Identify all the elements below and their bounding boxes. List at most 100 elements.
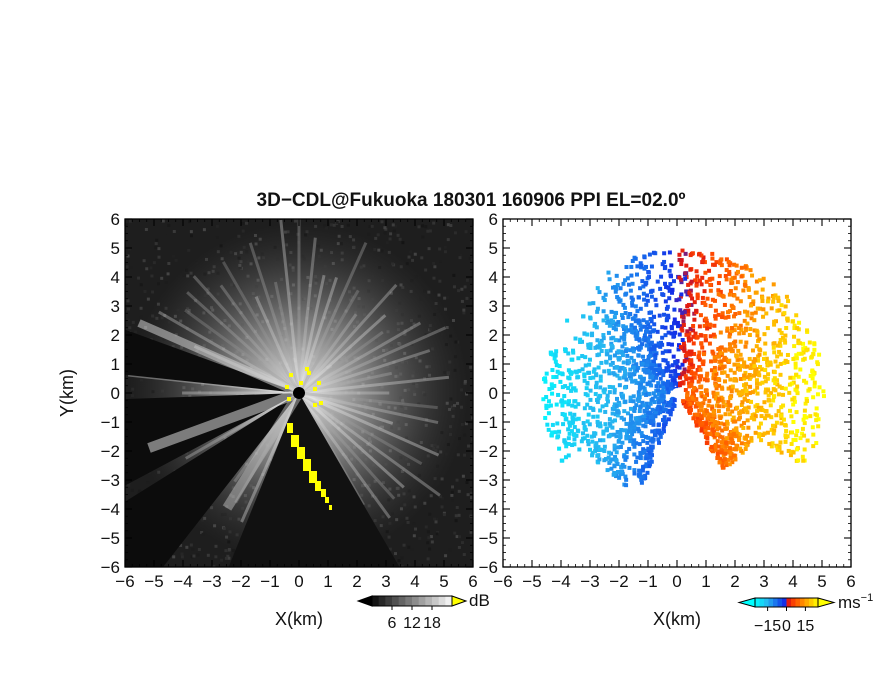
noise-speckle xyxy=(384,227,388,231)
velocity-pixel xyxy=(731,314,736,319)
velocity-pixel xyxy=(555,435,560,440)
velocity-pixel xyxy=(721,399,726,404)
velocity-pixel xyxy=(627,446,632,451)
noise-speckle xyxy=(450,490,454,494)
velocity-pixel xyxy=(782,338,787,343)
velocity-pixel xyxy=(800,426,805,431)
velocity-pixel xyxy=(622,464,627,469)
velocity-pixel xyxy=(716,281,721,286)
velocity-pixel xyxy=(662,266,667,271)
velocity-pixel xyxy=(635,419,640,424)
velocity-pixel xyxy=(616,400,621,405)
velocity-pixel xyxy=(617,368,622,373)
noise-speckle xyxy=(215,236,219,240)
noise-speckle xyxy=(125,265,129,269)
velocity-pixel xyxy=(737,437,742,442)
velocity-pixel xyxy=(689,302,694,307)
colorbar-tick-label: 18 xyxy=(423,615,441,632)
velocity-pixel xyxy=(792,344,797,349)
velocity-pixel xyxy=(667,268,672,273)
velocity-pixel xyxy=(737,325,742,330)
velocity-pixel xyxy=(554,374,559,379)
velocity-pixel xyxy=(678,308,683,313)
velocity-pixel xyxy=(717,274,722,279)
noise-speckle xyxy=(179,543,183,547)
velocity-pixel xyxy=(710,297,715,302)
velocity-pixel xyxy=(566,368,571,373)
velocity-pixel xyxy=(595,306,600,311)
noise-speckle xyxy=(398,237,402,241)
velocity-pixel xyxy=(706,426,711,431)
velocity-pixel xyxy=(683,276,688,281)
noise-speckle xyxy=(426,557,430,561)
velocity-pixel xyxy=(792,326,797,331)
y-tick-label: 1 xyxy=(111,355,120,374)
velocity-pixel xyxy=(732,293,737,298)
noise-speckle xyxy=(157,247,161,251)
velocity-pixel xyxy=(812,341,817,346)
velocity-pixel xyxy=(567,420,572,425)
velocity-pixel xyxy=(666,313,671,318)
velocity-pixel xyxy=(703,338,708,343)
velocity-pixel xyxy=(677,257,682,262)
x-tick-label: −3 xyxy=(202,572,221,591)
velocity-pixel xyxy=(632,408,637,413)
noise-speckle xyxy=(189,234,193,238)
velocity-pixel xyxy=(754,279,759,284)
velocity-pixel xyxy=(726,457,731,462)
overflow-pixel xyxy=(287,423,293,433)
velocity-pixel xyxy=(727,292,732,297)
velocity-pixel xyxy=(697,419,702,424)
velocity-pixel xyxy=(595,338,600,343)
velocity-pixel xyxy=(724,440,729,445)
velocity-pixel xyxy=(719,345,724,350)
velocity-pixel xyxy=(655,329,660,334)
velocity-pixel xyxy=(553,359,558,364)
velocity-pixel xyxy=(747,295,752,300)
velocity-pixel xyxy=(778,372,783,377)
velocity-pixel xyxy=(590,439,595,444)
velocity-pixel xyxy=(636,353,641,358)
noise-speckle xyxy=(468,256,472,260)
noise-speckle xyxy=(139,283,143,287)
noise-speckle xyxy=(465,480,469,484)
velocity-pixel xyxy=(811,395,816,400)
velocity-pixel xyxy=(713,383,718,388)
velocity-pixel xyxy=(732,378,737,383)
velocity-pixel xyxy=(607,421,612,426)
velocity-pixel xyxy=(628,427,633,432)
velocity-pixel xyxy=(567,423,572,428)
velocity-pixel xyxy=(641,318,646,323)
velocity-pixel xyxy=(729,431,734,436)
velocity-pixel xyxy=(687,291,692,296)
velocity-pixel xyxy=(704,441,709,446)
colorbar-cell xyxy=(795,598,801,607)
y-tick-label: 0 xyxy=(489,384,498,403)
velocity-pixel xyxy=(664,368,669,373)
velocity-pixel xyxy=(725,407,730,412)
velocity-pixel xyxy=(722,302,727,307)
velocity-pixel xyxy=(613,338,618,343)
velocity-pixel xyxy=(720,428,725,433)
velocity-pixel xyxy=(670,397,675,402)
velocity-pixel xyxy=(716,352,721,357)
velocity-pixel xyxy=(656,392,661,397)
velocity-pixel xyxy=(815,392,820,397)
velocity-pixel xyxy=(691,328,696,333)
velocity-pixel xyxy=(642,403,647,408)
radar-site xyxy=(672,388,682,398)
velocity-pixel xyxy=(620,353,625,358)
velocity-pixel xyxy=(659,430,664,435)
velocity-pixel xyxy=(730,280,735,285)
velocity-pixel xyxy=(753,430,758,435)
noise-speckle xyxy=(432,261,436,265)
y-tick-label: 3 xyxy=(489,297,498,316)
velocity-pixel xyxy=(711,376,716,381)
velocity-pixel xyxy=(602,390,607,395)
velocity-pixel xyxy=(734,354,739,359)
velocity-pixel xyxy=(624,265,629,270)
velocity-pixel xyxy=(580,354,585,359)
echo-streak xyxy=(147,388,301,453)
velocity-pixel xyxy=(708,334,713,339)
noise-speckle xyxy=(215,224,219,228)
